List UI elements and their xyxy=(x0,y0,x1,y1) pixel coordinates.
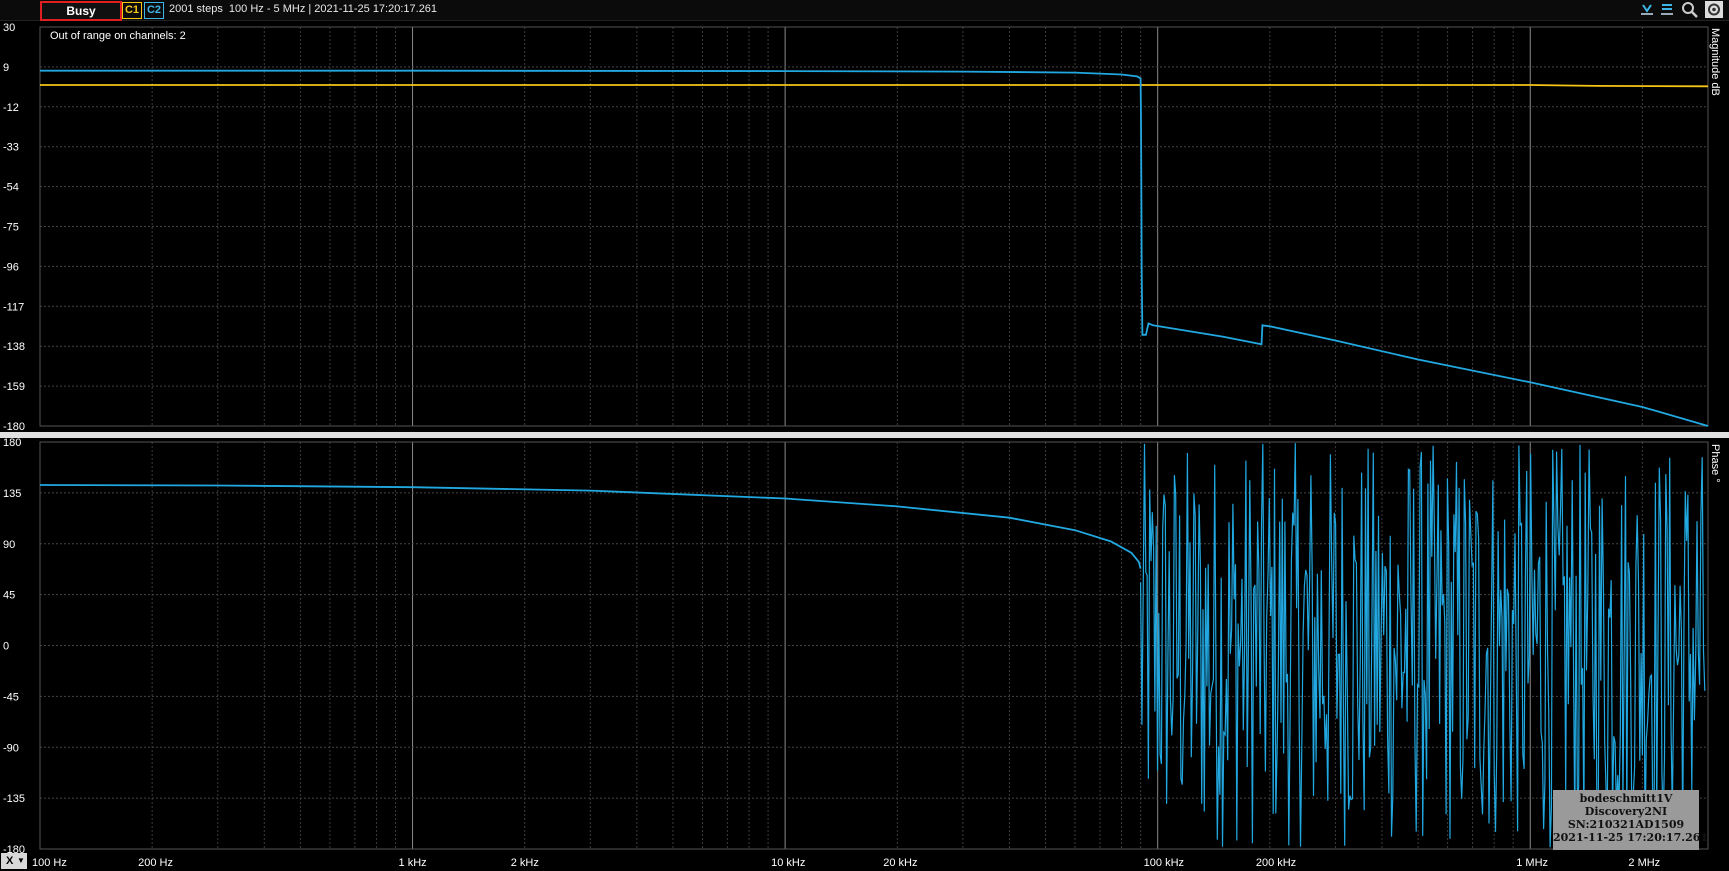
y-tick-label: -180 xyxy=(3,421,25,433)
channel-2-toggle[interactable]: C2 xyxy=(144,2,164,19)
chevron-down-icon: ▼ xyxy=(17,856,25,865)
y-tick-label: -75 xyxy=(3,222,19,234)
bode-plot[interactable]: 30 9 -12 -33 -54 -75 -96 -117 -138 -159 -180 180 13… xyxy=(0,20,1729,871)
y-tick-label: -117 xyxy=(3,301,24,313)
panel-frame xyxy=(39,26,1709,427)
magnitude-y-ticks: 30 9 -12 -33 -54 -75 -96 -117 -138 -159 -180 xyxy=(3,22,25,433)
y-tick-label: 180 xyxy=(3,437,21,449)
panel-divider[interactable] xyxy=(0,432,1729,438)
series-line xyxy=(39,484,1142,569)
y-tick-label: -159 xyxy=(3,381,25,393)
x-axis-button[interactable]: X ▼ xyxy=(1,853,27,869)
magnitude-series xyxy=(40,69,1709,427)
series-line xyxy=(40,69,1709,427)
x-tick-label: 10 kHz xyxy=(771,857,805,869)
y-tick-label: 30 xyxy=(3,22,15,34)
x-tick-label: 100 kHz xyxy=(1144,857,1184,869)
x-tick-label: 100 Hz xyxy=(32,857,67,869)
stamp-line: 2021-11-25 17:20:17.261 xyxy=(1553,831,1709,844)
panel-frame xyxy=(39,441,1709,850)
y-tick-label: 0 xyxy=(3,641,9,653)
stamp-line: bodeschmitt1V xyxy=(1579,792,1673,805)
y-tick-label: 9 xyxy=(3,62,9,74)
y-tick-label: 45 xyxy=(3,590,15,602)
y-tick-label: -54 xyxy=(3,182,19,194)
marker-right-icon[interactable] xyxy=(1658,1,1676,18)
out-of-range-warning: Out of range on channels: 2 xyxy=(50,30,186,42)
y-tick-label: 90 xyxy=(3,539,15,551)
top-toolbar: Busy C1 C2 2001 steps 100 Hz - 5 MHz | 2… xyxy=(0,0,1729,21)
y-tick-label: -33 xyxy=(3,142,19,154)
phase-series xyxy=(39,443,1706,848)
stamp-line: SN:210321AD1509 xyxy=(1567,818,1685,831)
x-tick-label: 2 kHz xyxy=(511,857,539,869)
channel-1-toggle[interactable]: C1 xyxy=(122,2,142,19)
settings-icon[interactable] xyxy=(1705,1,1723,18)
x-axis-ticks: 100 Hz 200 Hz 1 kHz 2 kHz 10 kHz 20 kHz 100 kH… xyxy=(32,857,1660,869)
series-line xyxy=(40,84,1709,88)
stamp-line: Discovery2NI xyxy=(1584,805,1668,818)
x-tick-label: 20 kHz xyxy=(883,857,917,869)
x-tick-label: 200 Hz xyxy=(138,857,173,869)
y-tick-label: -96 xyxy=(3,261,19,273)
zoom-icon[interactable] xyxy=(1681,1,1699,18)
y-tick-label: -135 xyxy=(3,793,25,805)
y-tick-label: -12 xyxy=(3,102,19,114)
x-tick-label: 1 kHz xyxy=(399,857,427,869)
y-tick-label: -138 xyxy=(3,341,25,353)
magnitude-grid xyxy=(39,26,1709,427)
x-tick-label: 2 MHz xyxy=(1628,857,1660,869)
sweep-info: 2001 steps 100 Hz - 5 MHz | 2021-11-25 1… xyxy=(169,3,438,15)
y-tick-label: -45 xyxy=(3,691,19,703)
x-tick-label: 1 MHz xyxy=(1516,857,1548,869)
magnitude-axis-label: Magnitude dB xyxy=(1709,28,1721,96)
x-tick-label: 200 kHz xyxy=(1256,857,1296,869)
phase-axis-label: Phase ° xyxy=(1709,444,1721,483)
phase-grid xyxy=(39,441,1709,850)
y-tick-label: 135 xyxy=(3,488,21,500)
y-tick-label: -90 xyxy=(3,742,19,754)
marker-left-icon[interactable] xyxy=(1638,1,1656,18)
x-axis-button-label: X xyxy=(6,855,14,867)
phase-noise-line xyxy=(1140,443,1706,848)
device-stamp: bodeschmitt1V Discovery2NI SN:210321AD15… xyxy=(1553,790,1709,850)
status-badge[interactable]: Busy xyxy=(40,1,122,21)
